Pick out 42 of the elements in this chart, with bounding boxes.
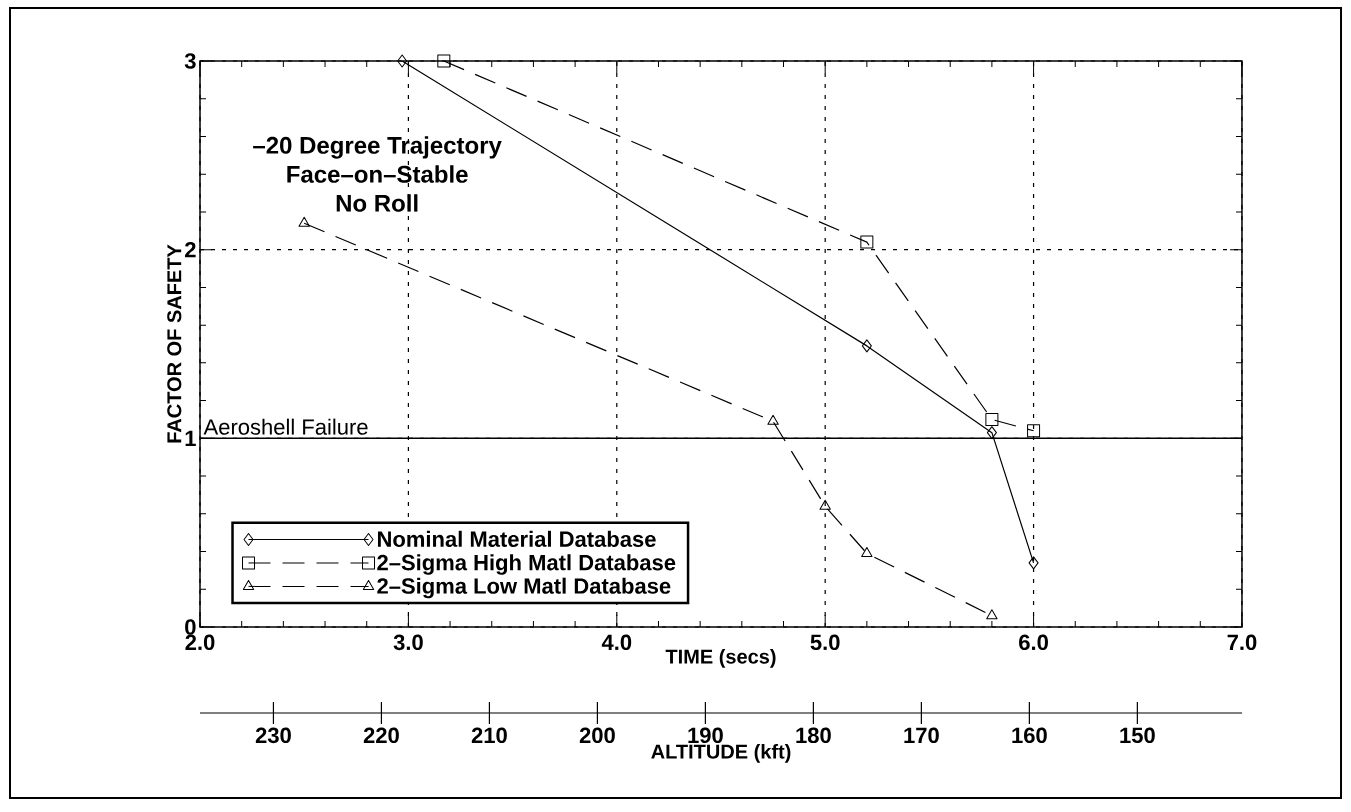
point: [985, 412, 999, 426]
point: [861, 339, 872, 353]
x-tick-label: 7.0: [1227, 634, 1257, 651]
legend-label: Nominal Material Database: [377, 530, 656, 547]
annotation: Face–on–Stable: [287, 165, 468, 183]
legend-label: 2–Sigma High Matl Database: [377, 554, 676, 575]
point: [298, 216, 310, 227]
point: [861, 546, 873, 557]
x-tick-label: 3.0: [393, 634, 423, 651]
x-tick-label: 2.0: [185, 634, 215, 651]
y-tick-label: 2: [185, 241, 196, 258]
point: [860, 235, 874, 249]
x-axis-title: TIME (secs): [665, 649, 776, 668]
point: [1028, 556, 1039, 570]
x2-tick-label: 230: [255, 727, 291, 744]
point: [986, 426, 997, 440]
point: [437, 54, 451, 68]
ref-line-label: Aeroshell Failure: [203, 418, 368, 435]
x2-tick-label: 220: [363, 727, 399, 744]
point: [397, 54, 408, 68]
x2-tick-label: 190: [688, 727, 723, 744]
x2-tick-label: 180: [796, 727, 831, 744]
x2-tick-label: 200: [579, 727, 615, 744]
legend-label: 2–Sigma Low Matl Database: [377, 577, 671, 599]
x-tick-label: 6.0: [1019, 634, 1048, 651]
y-tick-label: 0: [185, 619, 196, 635]
x-tick-label: 5.0: [810, 634, 840, 651]
x2-tick-label: 150: [1120, 727, 1155, 744]
y-axis-title: FACTOR OF SAFETY: [167, 244, 182, 443]
x-tick-label: 4.0: [601, 634, 632, 651]
annotation: –20 Degree Trajectory: [253, 136, 502, 159]
y-tick-label: 1: [185, 430, 196, 446]
x2-tick-label: 160: [1012, 727, 1047, 744]
annotation: No Roll: [336, 194, 418, 212]
point: [1027, 424, 1041, 438]
x2-tick-label: 170: [904, 727, 939, 744]
x2-tick-label: 210: [471, 727, 507, 744]
y-tick-label: 3: [184, 53, 196, 69]
point: [986, 609, 998, 620]
x2-axis-title: ALTITUDE (kft): [651, 744, 791, 763]
point: [767, 414, 779, 425]
point: [819, 499, 831, 510]
